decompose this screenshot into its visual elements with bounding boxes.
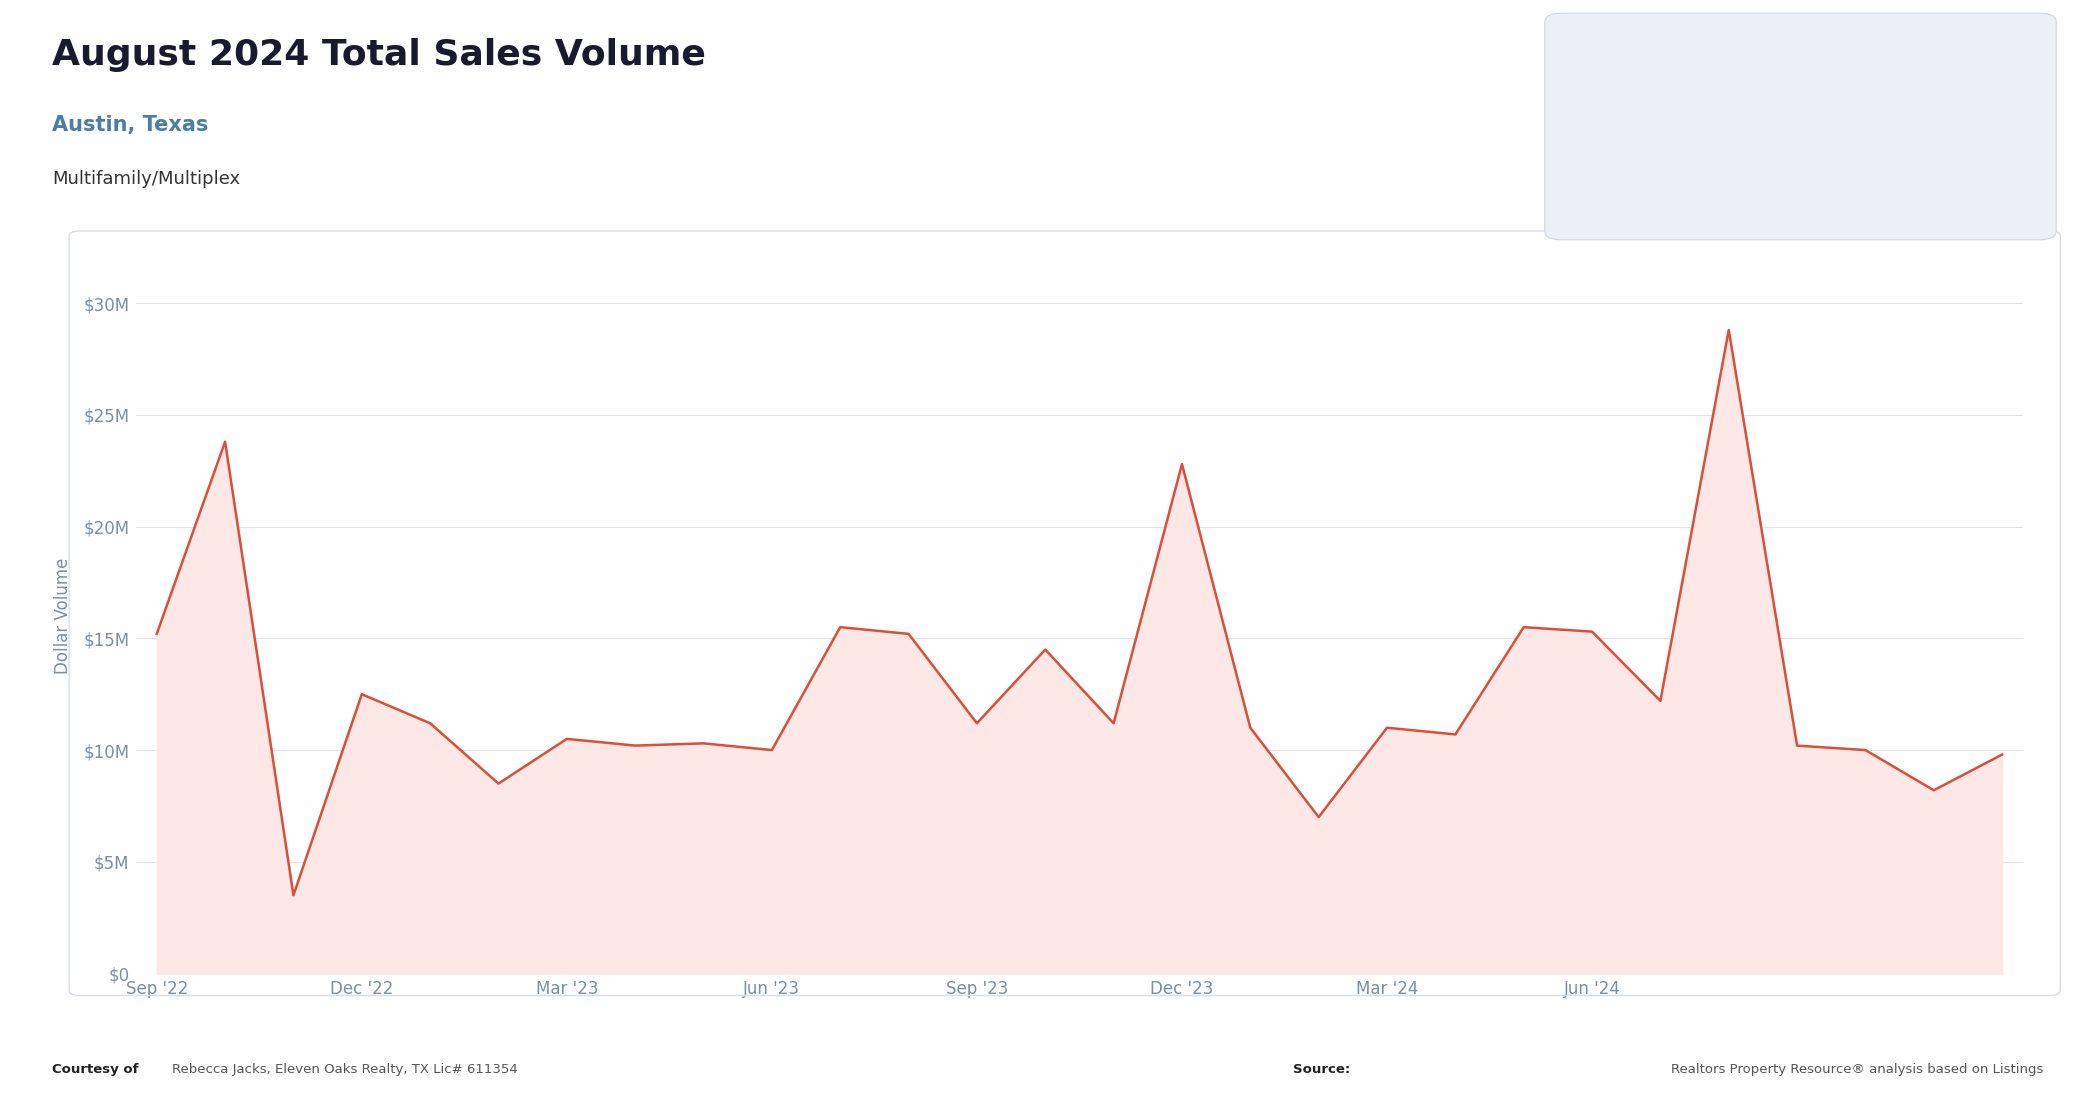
Text: Source:: Source: [1293,1063,1356,1076]
Text: Austin, Texas: Austin, Texas [52,116,210,135]
Text: Multifamily/Multiplex: Multifamily/Multiplex [52,170,241,188]
Text: Rebecca Jacks, Eleven Oaks Realty, TX Lic# 611354: Rebecca Jacks, Eleven Oaks Realty, TX Li… [172,1063,518,1076]
Text: August 2024 Total Sales Volume: August 2024 Total Sales Volume [52,39,706,73]
Text: $9,632,949: $9,632,949 [1599,104,1792,133]
Text: Total $ Volume: Total $ Volume [1599,46,1738,64]
Y-axis label: Dollar Volume: Dollar Volume [54,558,71,674]
Text: Realtors Property Resource® analysis based on Listings: Realtors Property Resource® analysis bas… [1671,1063,2044,1076]
Text: Courtesy of: Courtesy of [52,1063,143,1076]
Text: ↑  22.9% Month over Month: ↑ 22.9% Month over Month [1599,183,1815,198]
